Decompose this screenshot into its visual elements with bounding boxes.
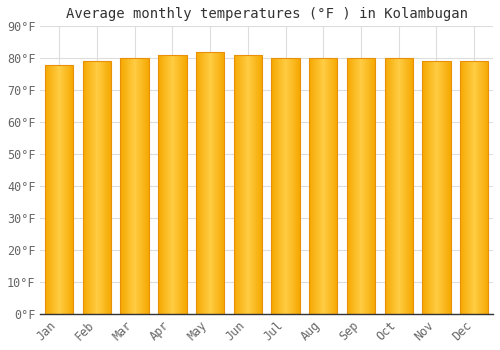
Bar <box>196 52 224 314</box>
Bar <box>272 58 299 314</box>
Bar <box>234 55 262 314</box>
Bar <box>347 58 375 314</box>
Bar <box>309 58 338 314</box>
Bar <box>384 58 413 314</box>
Bar <box>158 55 186 314</box>
Bar <box>83 62 111 314</box>
Bar <box>460 62 488 314</box>
Bar <box>422 62 450 314</box>
Bar <box>120 58 149 314</box>
Bar <box>45 65 74 314</box>
Title: Average monthly temperatures (°F ) in Kolambugan: Average monthly temperatures (°F ) in Ko… <box>66 7 468 21</box>
